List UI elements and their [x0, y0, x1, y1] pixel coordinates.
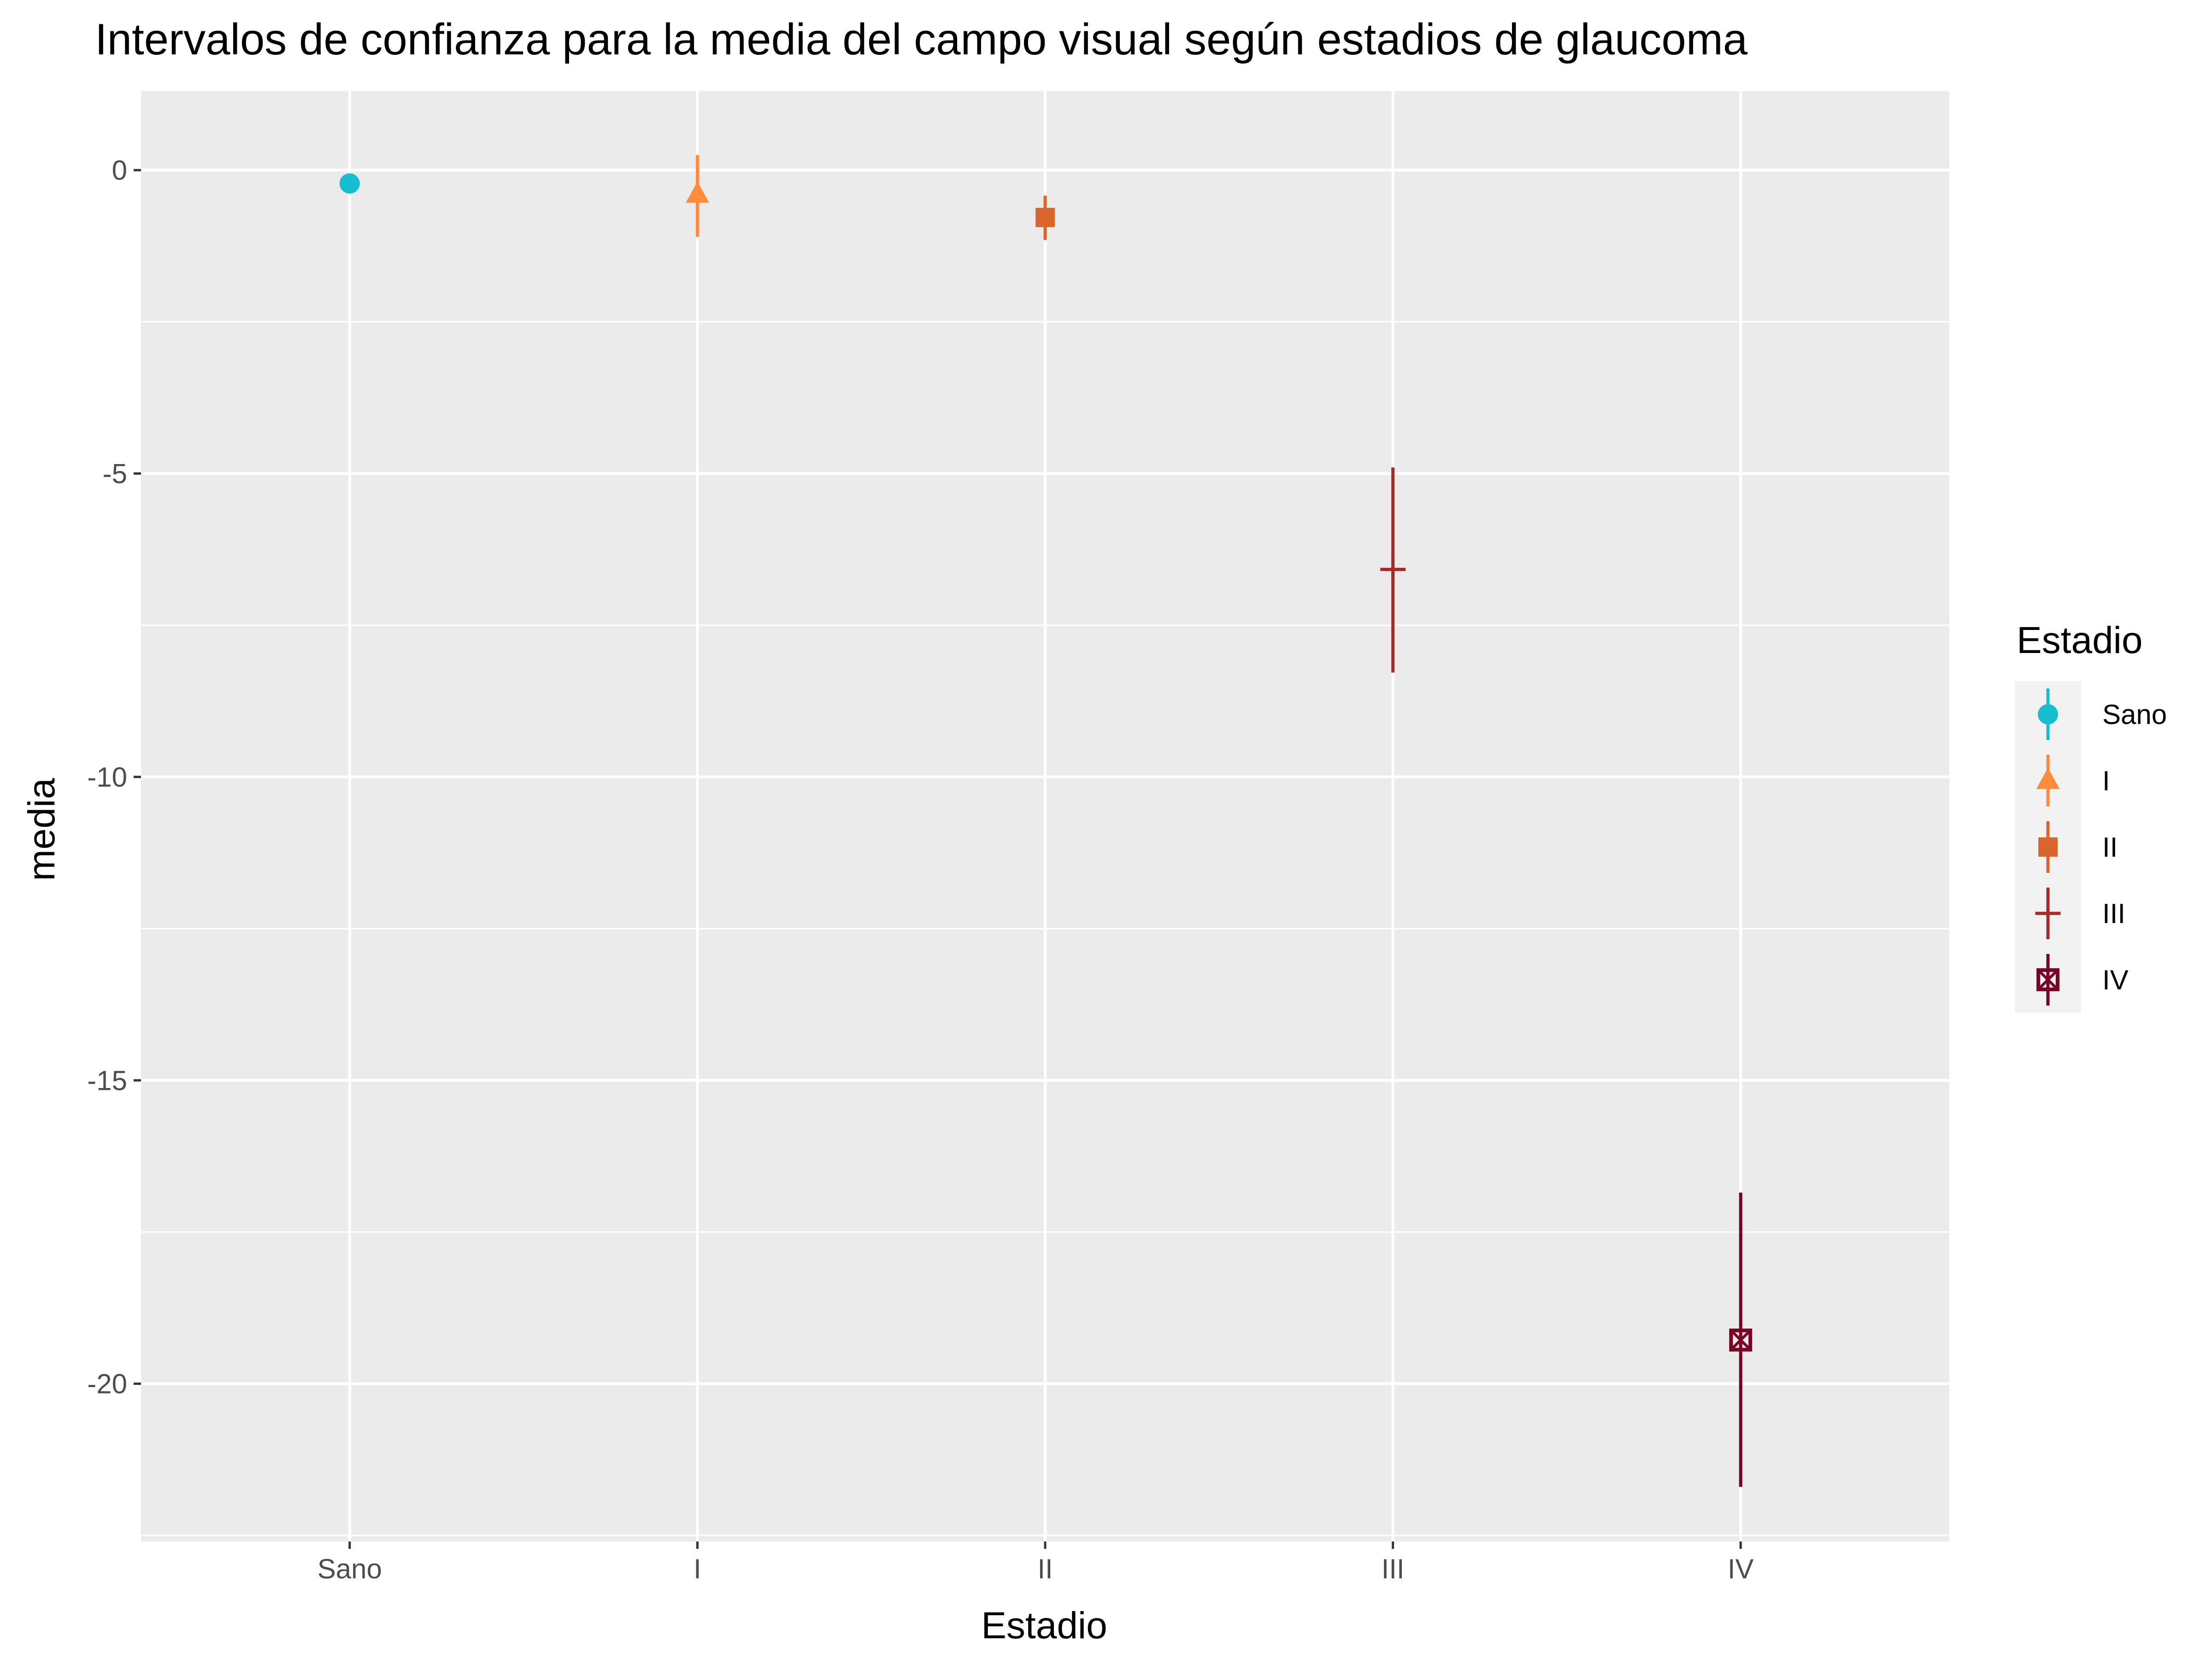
y-tick-label: -20	[87, 1369, 127, 1400]
y-axis: 0 -5 -10 -15 -20	[87, 155, 141, 1400]
point-ii	[1035, 207, 1055, 227]
legend-item-sano: Sano	[2015, 681, 2167, 747]
series-iii	[1380, 467, 1406, 673]
x-tick-label: II	[1037, 1553, 1053, 1584]
point-i	[685, 182, 709, 203]
series-ii	[1035, 195, 1055, 240]
series-iv	[1729, 1192, 1753, 1487]
x-tick-label: I	[694, 1553, 701, 1584]
legend-label: I	[2102, 765, 2110, 796]
point-iii	[1380, 557, 1406, 582]
point-sano	[339, 173, 360, 194]
series-i	[685, 155, 709, 237]
legend-label: III	[2102, 898, 2125, 929]
x-axis-title: Estadio	[981, 1605, 1107, 1647]
x-tick-label: III	[1382, 1553, 1405, 1584]
legend-item-i: I	[2015, 747, 2110, 814]
series-sano	[339, 173, 360, 194]
x-axis: Sano I II III IV	[318, 1541, 1754, 1584]
chart-title: Intervalos de confianza para la media de…	[95, 15, 1748, 64]
legend-label: Sano	[2102, 699, 2167, 730]
legend-item-iv: IV	[2015, 947, 2129, 1013]
legend-key-symbol	[2038, 837, 2058, 857]
legend-key-symbol	[2038, 704, 2058, 724]
legend-title: Estadio	[2017, 619, 2143, 661]
y-tick-label: 0	[112, 155, 127, 186]
x-tick-label: Sano	[318, 1553, 382, 1584]
legend-key-symbol	[2035, 900, 2061, 926]
legend-item-ii: II	[2015, 814, 2118, 880]
y-axis-title: media	[21, 778, 63, 881]
plot-panel	[141, 91, 1949, 1541]
y-tick-label: -5	[103, 459, 127, 489]
legend-key-symbol	[2036, 768, 2060, 789]
x-tick-label: IV	[1728, 1553, 1754, 1584]
legend-key-symbol	[2036, 968, 2059, 991]
legend-label: II	[2102, 832, 2118, 863]
y-tick-label: -15	[87, 1065, 127, 1096]
y-tick-label: -10	[87, 762, 127, 793]
legend-item-iii: III	[2015, 880, 2125, 947]
point-iv	[1729, 1328, 1753, 1352]
legend-label: IV	[2102, 965, 2129, 995]
data-marks	[339, 155, 1753, 1487]
